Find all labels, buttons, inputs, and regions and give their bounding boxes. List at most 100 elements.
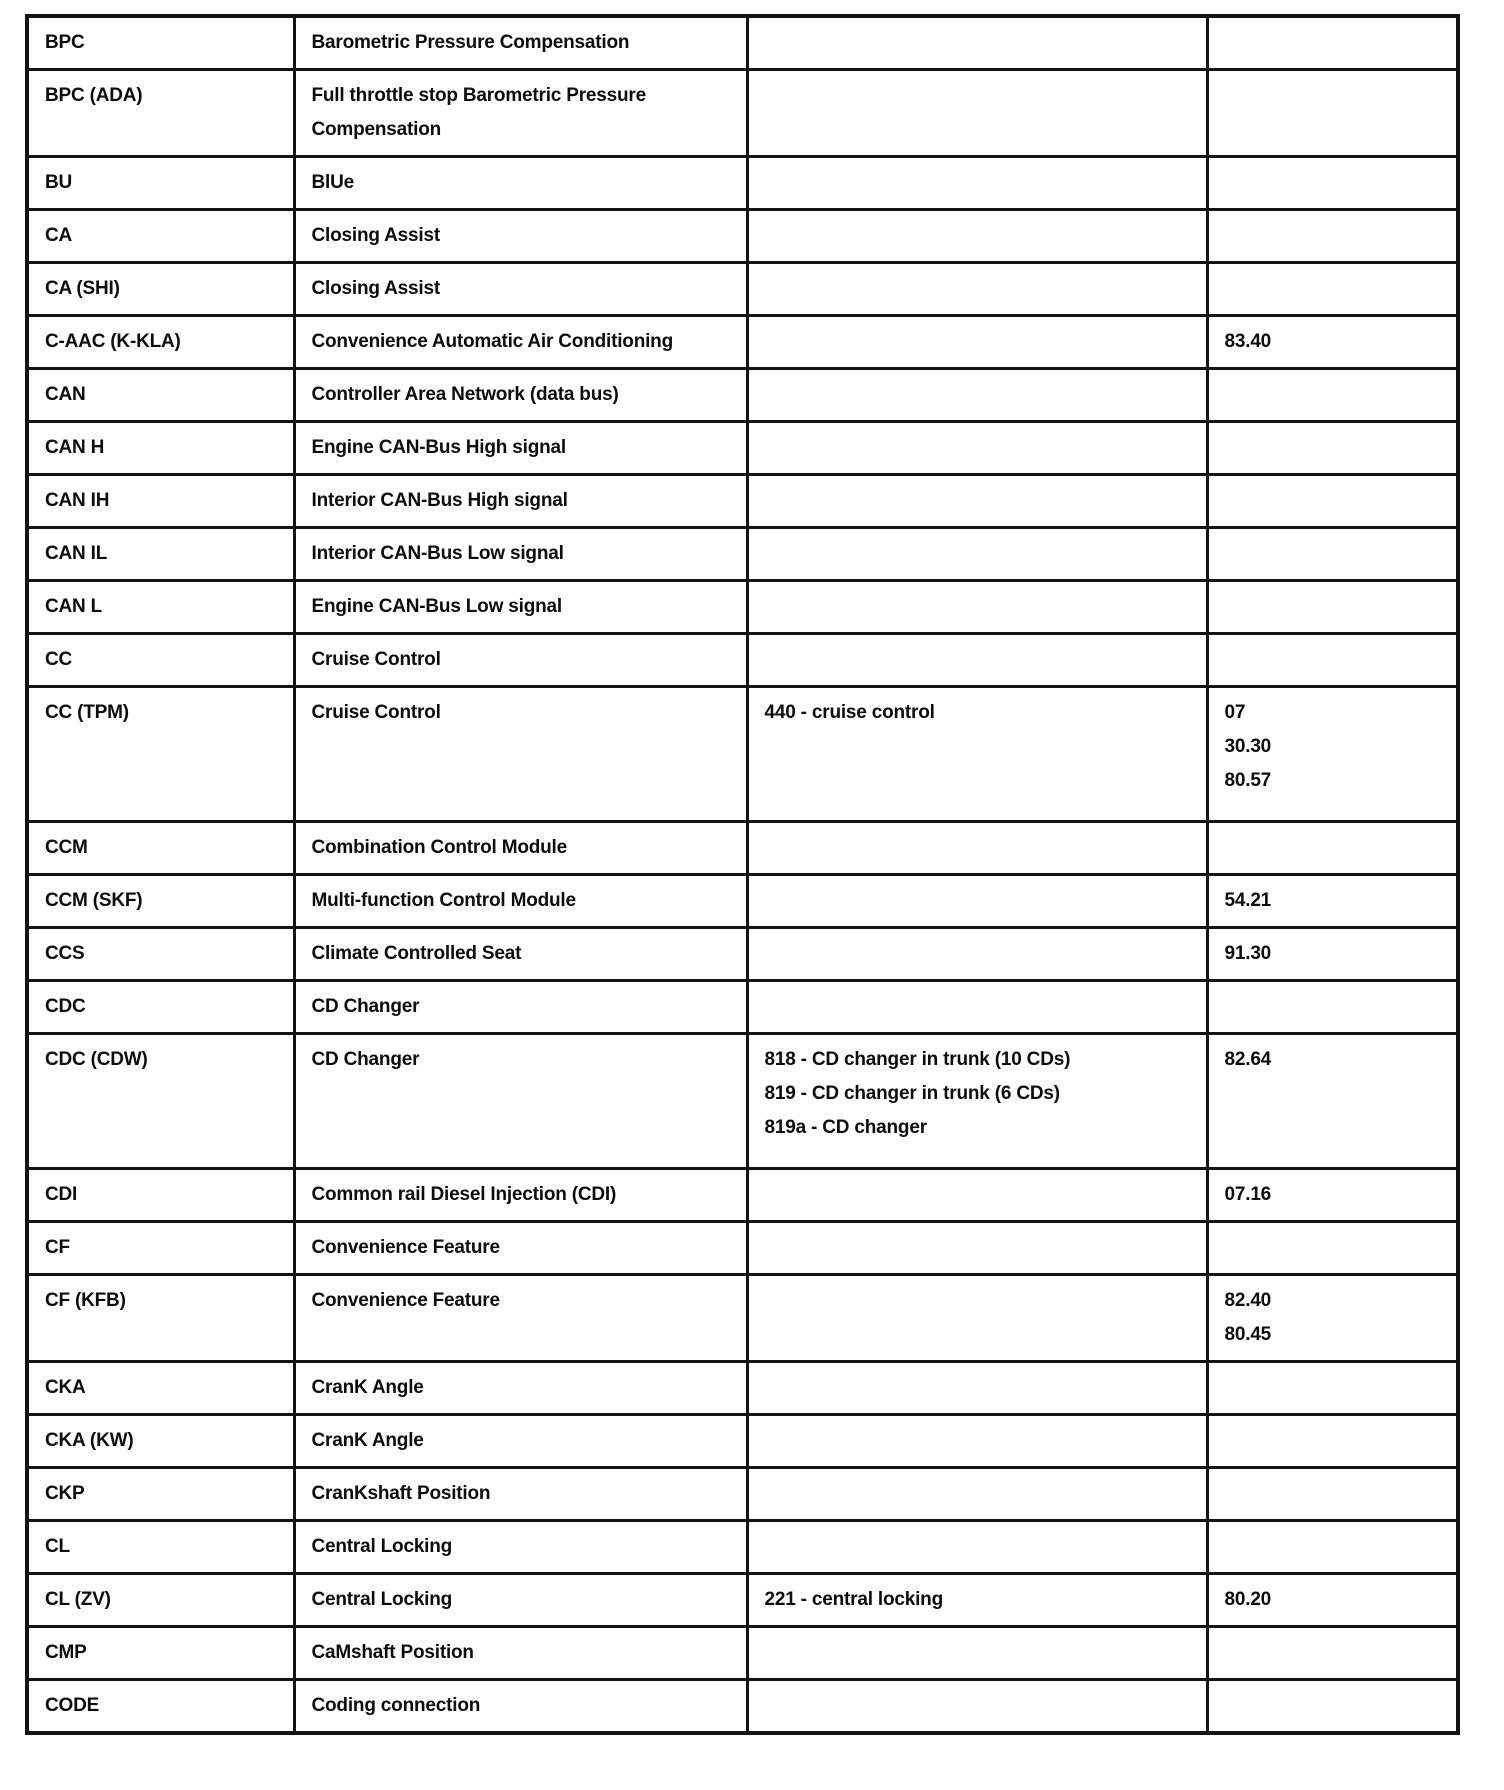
table-row: BPC Barometric Pressure Compensation — [25, 14, 1460, 71]
group-number-line: 83.40 — [1224, 331, 1272, 352]
group-number-line: 30.30 — [1224, 736, 1272, 757]
abbreviation-cell: CC (TPM) — [25, 685, 296, 823]
description-cell: CranK Angle — [292, 1413, 749, 1469]
description-cell: BlUe — [292, 155, 749, 211]
abbreviation-cell: BPC — [25, 14, 296, 71]
table-row: CKA CranK Angle — [25, 1360, 1460, 1416]
abbreviation-cell: CDC — [25, 979, 296, 1035]
abbreviation-cell: CAN IH — [25, 473, 296, 529]
option-codes-cell: 440 - cruise control — [745, 685, 1209, 823]
option-codes-cell — [745, 473, 1209, 529]
abbreviation-cell: C-AAC (K-KLA) — [25, 314, 296, 370]
group-numbers-cell — [1205, 1519, 1460, 1575]
description-cell: Cruise Control — [292, 632, 749, 688]
option-code-line: 440 - cruise control — [764, 702, 935, 723]
option-code-line: 819 - CD changer in trunk (6 CDs) — [764, 1083, 1061, 1104]
group-number-line: 80.57 — [1224, 770, 1272, 791]
description-cell: Multi-function Control Module — [292, 873, 749, 929]
description-cell: Combination Control Module — [292, 820, 749, 876]
group-numbers-cell — [1205, 420, 1460, 476]
group-numbers-cell — [1205, 68, 1460, 158]
group-numbers-cell — [1205, 820, 1460, 876]
abbreviation-cell: CC — [25, 632, 296, 688]
group-numbers-cell: 07 30.30 80.57 — [1205, 685, 1460, 823]
group-numbers-cell: 91.30 — [1205, 926, 1460, 982]
option-codes-cell — [745, 1273, 1209, 1363]
abbreviation-cell: CODE — [25, 1678, 296, 1735]
abbreviation-cell: CCM (SKF) — [25, 873, 296, 929]
abbreviation-cell: CAN H — [25, 420, 296, 476]
group-numbers-cell — [1205, 1413, 1460, 1469]
abbreviation-cell: CKP — [25, 1466, 296, 1522]
option-codes-cell — [745, 14, 1209, 71]
option-codes-cell — [745, 1413, 1209, 1469]
group-number-line: 82.64 — [1224, 1049, 1272, 1070]
group-numbers-cell — [1205, 979, 1460, 1035]
abbreviation-cell: BPC (ADA) — [25, 68, 296, 158]
group-numbers-cell — [1205, 208, 1460, 264]
table-row: CAN L Engine CAN-Bus Low signal — [25, 579, 1460, 635]
table-row: CF Convenience Feature — [25, 1220, 1460, 1276]
description-cell: Cruise Control — [292, 685, 749, 823]
option-codes-cell — [745, 873, 1209, 929]
option-codes-cell — [745, 420, 1209, 476]
abbreviation-cell: CF (KFB) — [25, 1273, 296, 1363]
group-numbers-cell — [1205, 14, 1460, 71]
table-row: CL (ZV) Central Locking 221 - central lo… — [25, 1572, 1460, 1628]
description-cell: Convenience Feature — [292, 1273, 749, 1363]
group-number-line: 80.20 — [1224, 1589, 1272, 1610]
abbreviation-cell: CAN IL — [25, 526, 296, 582]
description-cell: Convenience Feature — [292, 1220, 749, 1276]
group-numbers-cell — [1205, 261, 1460, 317]
description-cell: Engine CAN-Bus High signal — [292, 420, 749, 476]
group-numbers-cell — [1205, 1678, 1460, 1735]
group-numbers-cell: 54.21 — [1205, 873, 1460, 929]
table-row: CDI Common rail Diesel Injection (CDI) 0… — [25, 1167, 1460, 1223]
table-row: CDC CD Changer — [25, 979, 1460, 1035]
abbreviation-cell: CDC (CDW) — [25, 1032, 296, 1170]
option-codes-cell — [745, 68, 1209, 158]
group-numbers-cell: 80.20 — [1205, 1572, 1460, 1628]
group-numbers-cell — [1205, 579, 1460, 635]
description-cell: Closing Assist — [292, 208, 749, 264]
table-row: CCM (SKF) Multi-function Control Module … — [25, 873, 1460, 929]
abbreviation-cell: CKA — [25, 1360, 296, 1416]
description-cell: Convenience Automatic Air Conditioning — [292, 314, 749, 370]
abbreviation-cell: CF — [25, 1220, 296, 1276]
table-row: CAN Controller Area Network (data bus) — [25, 367, 1460, 423]
abbreviation-cell: CMP — [25, 1625, 296, 1681]
abbreviation-cell: CL (ZV) — [25, 1572, 296, 1628]
group-number-line: 82.40 — [1224, 1290, 1272, 1311]
table-row: CA Closing Assist — [25, 208, 1460, 264]
abbreviation-cell: CA — [25, 208, 296, 264]
option-codes-cell — [745, 261, 1209, 317]
group-numbers-cell — [1205, 1466, 1460, 1522]
group-numbers-cell — [1205, 367, 1460, 423]
option-codes-cell — [745, 579, 1209, 635]
group-number-line: 07.16 — [1224, 1184, 1272, 1205]
table-row: CMP CaMshaft Position — [25, 1625, 1460, 1681]
description-cell: Coding connection — [292, 1678, 749, 1735]
table-row: BPC (ADA) Full throttle stop Barometric … — [25, 68, 1460, 158]
abbreviation-table: BPC Barometric Pressure Compensation BPC… — [25, 14, 1460, 1735]
group-number-line: 07 — [1224, 702, 1246, 723]
option-codes-cell — [745, 367, 1209, 423]
abbreviation-cell: CDI — [25, 1167, 296, 1223]
description-cell: Interior CAN-Bus Low signal — [292, 526, 749, 582]
description-cell: CD Changer — [292, 1032, 749, 1170]
option-code-line: 221 - central locking — [764, 1589, 944, 1610]
group-numbers-cell: 83.40 — [1205, 314, 1460, 370]
table-row: CDC (CDW) CD Changer 818 - CD changer in… — [25, 1032, 1460, 1170]
description-cell: Common rail Diesel Injection (CDI) — [292, 1167, 749, 1223]
table-row: CAN IL Interior CAN-Bus Low signal — [25, 526, 1460, 582]
option-codes-cell — [745, 632, 1209, 688]
description-cell: Barometric Pressure Compensation — [292, 14, 749, 71]
option-codes-cell — [745, 314, 1209, 370]
table-row: CODE Coding connection — [25, 1678, 1460, 1735]
group-numbers-cell — [1205, 1360, 1460, 1416]
abbreviation-cell: CKA (KW) — [25, 1413, 296, 1469]
table-row: CF (KFB) Convenience Feature 82.40 80.45 — [25, 1273, 1460, 1363]
option-codes-cell — [745, 1167, 1209, 1223]
table-row: CKP CranKshaft Position — [25, 1466, 1460, 1522]
